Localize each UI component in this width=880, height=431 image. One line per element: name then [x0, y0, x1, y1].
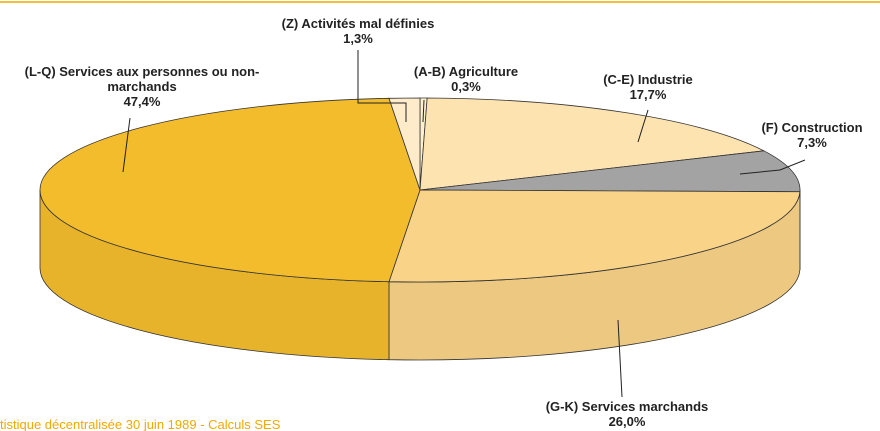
pie-slice: [39, 97, 421, 283]
value-label: 1,3%: [343, 31, 373, 46]
pie-slice: [419, 150, 801, 193]
category-label: (C-E) Industrie: [603, 72, 693, 87]
slice-label: (A-B) Agriculture 0,3%: [366, 64, 566, 94]
value-label: 17,7%: [629, 87, 667, 102]
slice-label: (G-K) Services marchands 26,0%: [497, 399, 757, 429]
pie-slice: [388, 97, 421, 191]
category-label: (F) Construction: [761, 120, 863, 135]
value-label: 47,4%: [123, 94, 161, 109]
slice-label: (C-E) Industrie 17,7%: [548, 72, 748, 102]
category-label: (Z) Activités mal définies: [281, 16, 435, 31]
leaders: [122, 50, 806, 398]
pie-slice: [419, 97, 766, 191]
category-label: (L-Q) Services aux personnes ou non-marc…: [24, 64, 260, 94]
leader-line: [617, 319, 623, 398]
leader-line: [422, 99, 425, 123]
leader-line: [122, 117, 131, 173]
source-note: tistique décentralisée 30 juin 1989 - Ca…: [0, 417, 281, 431]
value-label: 7,3%: [797, 135, 827, 150]
pie-slice: [388, 189, 801, 283]
pie: [39, 97, 801, 361]
leader-line: [739, 159, 806, 175]
value-label: 0,3%: [451, 79, 481, 94]
leader-line: [357, 50, 407, 122]
slice-label: (F) Construction 7,3%: [732, 120, 880, 150]
slice-label: (L-Q) Services aux personnes ou non-marc…: [22, 64, 262, 109]
leader-line: [637, 109, 649, 143]
value-label: 26,0%: [608, 414, 646, 429]
slice-label: (Z) Activités mal définies 1,3%: [228, 16, 488, 46]
category-label: (A-B) Agriculture: [413, 64, 519, 79]
category-label: (G-K) Services marchands: [545, 399, 709, 414]
